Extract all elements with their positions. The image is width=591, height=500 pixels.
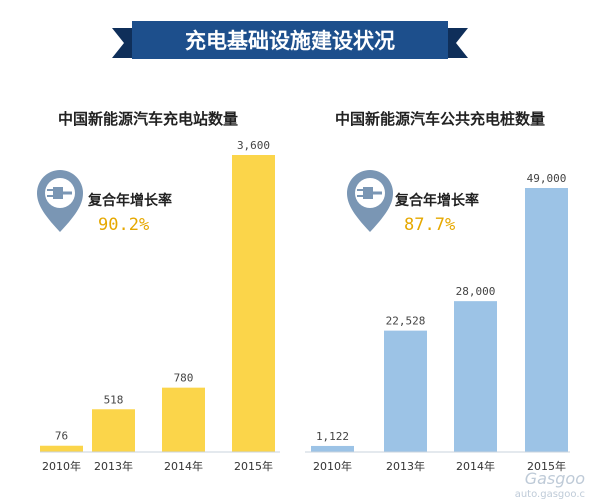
charging-plug-pin-icon xyxy=(37,170,83,232)
bar xyxy=(384,330,427,452)
chart-title: 中国新能源汽车充电站数量 xyxy=(58,110,238,128)
watermark-logo: Gasgoo auto.gasgoo.c xyxy=(515,469,585,500)
data-label: 3,600 xyxy=(237,139,270,152)
data-label: 76 xyxy=(55,430,68,443)
category-label: 2013年 xyxy=(386,459,425,473)
bar xyxy=(232,155,275,452)
data-label: 1,122 xyxy=(316,430,349,443)
data-label: 28,000 xyxy=(456,285,496,298)
cagr-value: 87.7% xyxy=(404,215,455,235)
chart-public-charging-piles: 中国新能源汽车公共充电桩数量 复合年增长率 87.7% 1,122 2010年 22… xyxy=(305,110,570,473)
data-label: 518 xyxy=(104,393,124,406)
bar xyxy=(162,387,205,452)
watermark-url: auto.gasgoo.c xyxy=(515,489,585,500)
banner-ribbon xyxy=(132,21,448,59)
cagr-label: 复合年增长率 xyxy=(394,192,479,209)
charging-plug-pin-icon xyxy=(347,169,393,232)
bar xyxy=(92,409,135,452)
bars: 1,122 2010年 22,528 2013年 28,000 2014年 49,000 20… xyxy=(311,172,568,473)
watermark-brand: Gasgoo xyxy=(525,469,585,488)
category-label: 2015年 xyxy=(234,459,273,473)
category-label: 2014年 xyxy=(164,459,203,473)
category-label: 2014年 xyxy=(456,459,495,473)
chart-title: 中国新能源汽车公共充电桩数量 xyxy=(335,110,545,128)
category-label: 2010年 xyxy=(42,459,81,473)
banner: 充电基础设施建设状况 xyxy=(112,21,468,59)
category-label: 2015年 xyxy=(527,459,566,473)
bars: 76 2010年 518 2013年 780 2014年 3,600 2015年 xyxy=(40,139,275,473)
data-label: 22,528 xyxy=(386,315,426,328)
bar xyxy=(454,301,497,452)
cagr-label: 复合年增长率 xyxy=(87,192,172,209)
data-label: 49,000 xyxy=(527,172,567,185)
banner-right-tail xyxy=(442,28,468,58)
cagr-value: 90.2% xyxy=(98,215,149,235)
banner-title: 充电基础设施建设状况 xyxy=(185,29,395,53)
category-label: 2013年 xyxy=(94,459,133,473)
bar xyxy=(311,445,354,452)
chart-charging-stations: 中国新能源汽车充电站数量 复合年增长率 90.2% 76 2010年 518 2013… xyxy=(37,110,280,473)
bar xyxy=(525,188,568,452)
category-label: 2010年 xyxy=(313,459,352,473)
bar xyxy=(40,445,83,452)
banner-left-tail xyxy=(112,28,138,58)
data-label: 780 xyxy=(174,372,194,385)
